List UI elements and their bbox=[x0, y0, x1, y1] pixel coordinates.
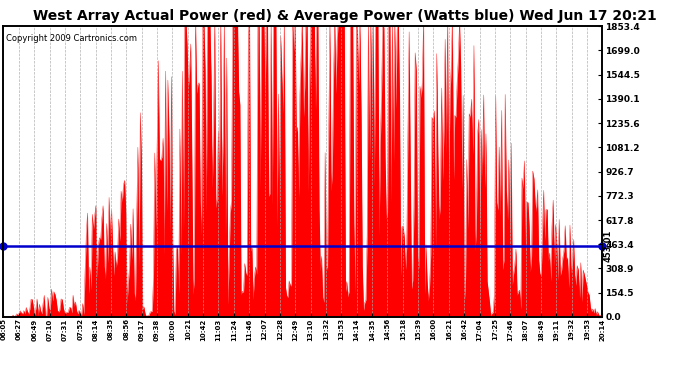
Text: West Array Actual Power (red) & Average Power (Watts blue) Wed Jun 17 20:21: West Array Actual Power (red) & Average … bbox=[33, 9, 657, 23]
Text: 453.01: 453.01 bbox=[0, 230, 2, 262]
Text: 453.01: 453.01 bbox=[604, 230, 613, 262]
Text: Copyright 2009 Cartronics.com: Copyright 2009 Cartronics.com bbox=[6, 33, 137, 42]
